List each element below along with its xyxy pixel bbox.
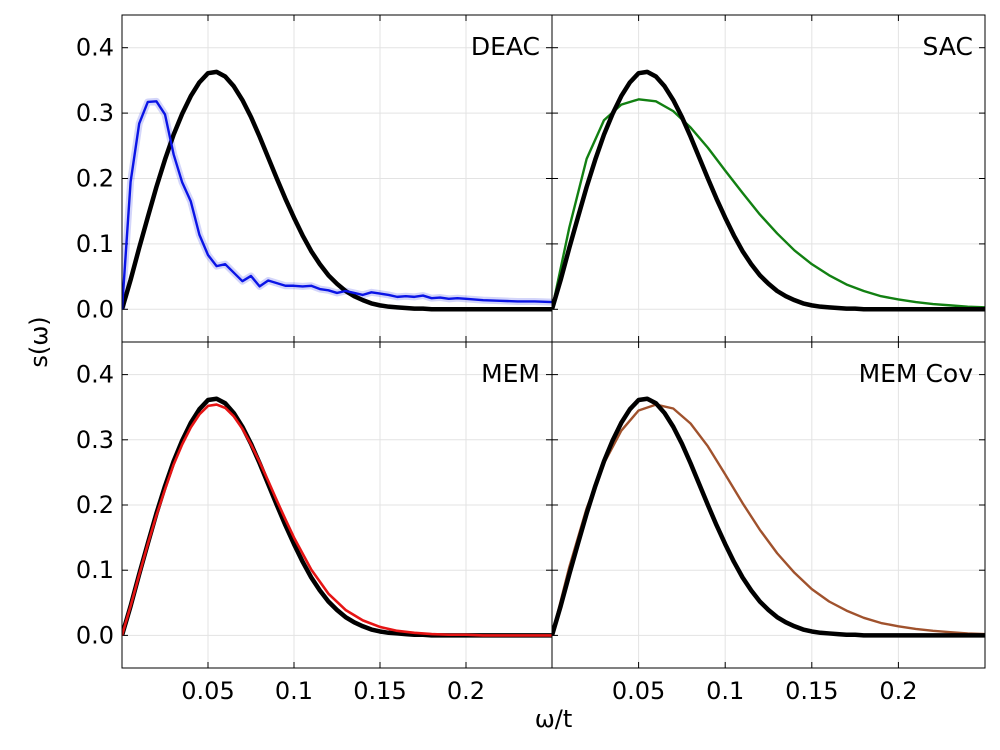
xtick-label-mem-2: 0.15	[353, 677, 406, 705]
ytick-label-mem-2: 0.2	[76, 491, 114, 519]
series-line-deac	[122, 100, 552, 310]
panel-label-sac: SAC	[923, 32, 973, 61]
plot-area-mem-cov	[552, 396, 985, 638]
panel-label-deac: DEAC	[471, 32, 540, 61]
series-band-deac	[122, 97, 552, 310]
xtick-label-mem-0: 0.05	[181, 677, 234, 705]
x-axis-label: ω/t	[535, 705, 573, 733]
plot-area-deac	[122, 69, 552, 312]
reference-line-sac	[552, 69, 985, 312]
ytick-label-deac-2: 0.2	[76, 165, 114, 193]
panel-label-mem: MEM	[481, 359, 540, 388]
panel-label-mem-cov: MEM Cov	[859, 359, 974, 388]
ytick-label-mem-1: 0.1	[76, 556, 114, 584]
series-line-mem-cov	[552, 403, 985, 636]
plot-area-mem	[122, 396, 552, 638]
ytick-label-mem-4: 0.4	[76, 361, 114, 389]
panel-mem: MEM 0.0 0.1 0.2 0.3 0.4 0.05 0.1 0.15 0.2	[76, 341, 553, 705]
plot-area-sac	[552, 69, 985, 312]
panel-sac: SAC	[551, 14, 986, 343]
ytick-label-deac-0: 0.0	[76, 295, 114, 323]
ytick-label-deac-4: 0.4	[76, 34, 114, 62]
xtick-label-mem-3: 0.2	[447, 677, 485, 705]
reference-line-mem-cov	[552, 396, 985, 638]
y-axis-label: s(ω)	[25, 316, 53, 367]
ytick-label-mem-0: 0.0	[76, 621, 114, 649]
panel-mem-cov: MEM Cov 0.05 0.1 0.15 0.2	[551, 341, 986, 705]
xtick-label-mem-cov-1: 0.1	[706, 677, 744, 705]
series-line-sac	[552, 98, 985, 310]
series-line-mem	[122, 403, 552, 637]
xtick-label-mem-cov-0: 0.05	[612, 677, 665, 705]
xtick-label-mem-1: 0.1	[275, 677, 313, 705]
panel-deac: DEAC 0.0 0.1 0.2 0.3 0.4	[76, 14, 553, 343]
reference-line-deac	[122, 69, 552, 312]
ytick-label-deac-1: 0.1	[76, 230, 114, 258]
ytick-label-mem-3: 0.3	[76, 426, 114, 454]
xtick-label-mem-cov-2: 0.15	[785, 677, 838, 705]
panel-frame-mem-cov	[551, 341, 986, 669]
ytick-label-deac-3: 0.3	[76, 99, 114, 127]
xtick-label-mem-cov-3: 0.2	[879, 677, 917, 705]
